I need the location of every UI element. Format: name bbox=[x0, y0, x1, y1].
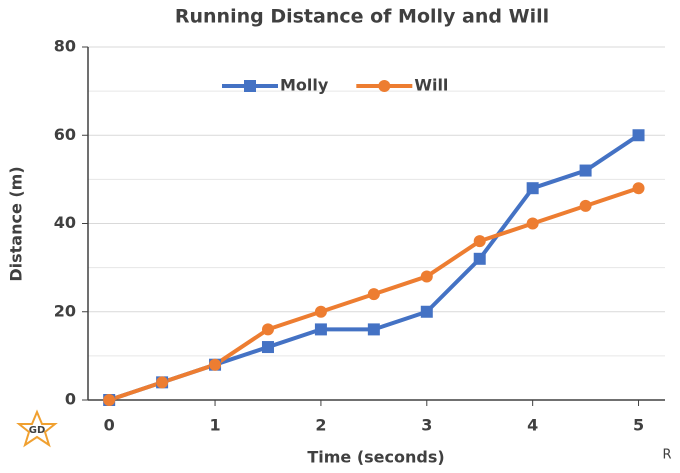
x-tick-label: 5 bbox=[633, 416, 644, 435]
marker bbox=[526, 182, 539, 195]
y-tick-label: 60 bbox=[54, 125, 76, 144]
x-tick-label: 4 bbox=[527, 416, 538, 435]
marker bbox=[579, 164, 592, 177]
legend-label: Will bbox=[414, 76, 448, 95]
marker bbox=[526, 217, 539, 230]
marker bbox=[209, 358, 222, 371]
logo-star bbox=[16, 409, 58, 448]
marker bbox=[579, 199, 592, 212]
marker bbox=[314, 323, 327, 336]
y-tick-label: 0 bbox=[65, 390, 76, 409]
legend-label: Molly bbox=[280, 76, 329, 95]
x-tick-label: 3 bbox=[421, 416, 432, 435]
x-tick-label: 1 bbox=[209, 416, 220, 435]
corner-mark: R bbox=[662, 448, 671, 463]
marker bbox=[156, 376, 169, 389]
marker bbox=[261, 341, 274, 354]
marker bbox=[420, 305, 433, 318]
chart-title: Running Distance of Molly and Will bbox=[175, 6, 549, 28]
x-tick-label: 0 bbox=[104, 416, 115, 435]
marker bbox=[473, 235, 486, 248]
y-tick-label: 20 bbox=[54, 301, 76, 320]
x-tick-label: 2 bbox=[315, 416, 326, 435]
legend-marker bbox=[244, 80, 256, 92]
x-axis-label: Time (seconds) bbox=[307, 448, 444, 467]
marker bbox=[632, 129, 645, 142]
marker bbox=[314, 305, 327, 318]
marker bbox=[367, 323, 380, 336]
marker bbox=[367, 288, 380, 301]
y-tick-label: 40 bbox=[54, 213, 76, 232]
y-tick-label: 80 bbox=[54, 37, 76, 56]
marker bbox=[103, 394, 116, 406]
marker bbox=[632, 182, 645, 195]
legend-marker bbox=[378, 80, 391, 92]
marker bbox=[420, 270, 433, 283]
marker bbox=[261, 323, 274, 336]
logo: GD bbox=[29, 425, 46, 436]
marker bbox=[473, 252, 486, 265]
y-axis-label: Distance (m) bbox=[7, 166, 26, 281]
